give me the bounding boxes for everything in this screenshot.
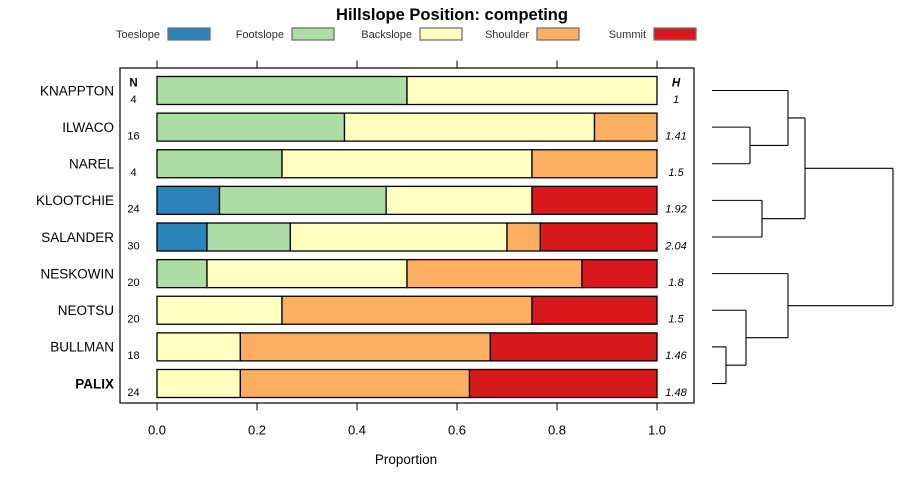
n-value: 16: [127, 130, 139, 142]
x-tick-label: 0.6: [448, 423, 466, 438]
n-value: 24: [127, 387, 139, 399]
plot-box: [119, 67, 695, 404]
bar-segment-narel-backslope: [281, 149, 533, 179]
bar-segment-neotsu-summit: [531, 295, 658, 325]
n-value: 30: [127, 240, 139, 252]
bar-segment-salander-backslope: [289, 222, 508, 252]
row-neskowin: NESKOWIN 20 1.8: [40, 258, 685, 289]
x-tick-label: 1.0: [648, 423, 666, 438]
bar-segment-neskowin-shoulder: [406, 258, 583, 289]
bar-segment-knappton-footslope: [156, 75, 408, 106]
h-value: 1.5: [668, 314, 684, 326]
legend-item-backslope: Backslope: [361, 27, 463, 41]
legend-label: Summit: [609, 29, 646, 41]
h-value: 1: [673, 94, 679, 106]
legend-swatch-footslope: [291, 27, 335, 41]
legend-label: Toeslope: [116, 29, 160, 41]
legend-item-toeslope: Toeslope: [116, 27, 211, 41]
row-label: PALIX: [75, 376, 114, 391]
plot-area: N H KNAPPTON 4 1 ILWACO 16 1.41 NAREL 4 1.5 KLOOTCH…: [36, 67, 695, 404]
bar-segment-bullman-backslope: [156, 332, 241, 362]
bar-segment-neotsu-backslope: [156, 295, 283, 325]
x-axis-title: Proportion: [375, 452, 437, 467]
bar-segment-ilwaco-shoulder: [593, 112, 658, 142]
legend-swatch-toeslope: [167, 27, 211, 41]
n-value: 20: [127, 277, 139, 289]
row-label: KLOOTCHIE: [36, 193, 114, 208]
legend-item-footslope: Footslope: [236, 27, 335, 41]
row-neotsu: NEOTSU 20 1.5: [58, 295, 685, 326]
row-palix: PALIX 24 1.48: [75, 368, 688, 399]
h-column-header: H: [672, 78, 681, 90]
bar-segment-klootchie-backslope: [385, 185, 533, 216]
bar-segment-neskowin-summit: [581, 258, 658, 289]
row-label: ILWACO: [62, 120, 114, 135]
row-narel: NAREL 4 1.5: [69, 149, 685, 179]
n-value: 18: [127, 350, 139, 362]
bar-segment-palix-backslope: [156, 368, 241, 399]
bar-segment-bullman-shoulder: [239, 332, 492, 362]
bar-segment-neskowin-footslope: [156, 258, 208, 289]
row-ilwaco: ILWACO 16 1.41: [62, 112, 687, 142]
n-value: 4: [130, 94, 136, 106]
row-label: SALANDER: [41, 230, 114, 245]
row-label: NESKOWIN: [40, 266, 114, 281]
x-tick-label: 0.4: [348, 423, 366, 438]
row-label: NEOTSU: [58, 303, 114, 318]
bar-segment-neotsu-shoulder: [281, 295, 533, 325]
row-knappton: KNAPPTON 4 1: [40, 75, 679, 106]
h-value: 1.48: [665, 387, 687, 399]
row-klootchie: KLOOTCHIE 24 1.92: [36, 185, 687, 216]
n-column-header: N: [129, 78, 137, 90]
x-axis: 0.0 0.2 0.4 0.6 0.8 1.0: [148, 60, 666, 438]
bar-segment-narel-shoulder: [531, 149, 658, 179]
legend-item-shoulder: Shoulder: [485, 27, 580, 41]
dendrogram: [712, 89, 894, 385]
n-value: 20: [127, 314, 139, 326]
bar-segment-klootchie-summit: [531, 185, 658, 216]
bar-segment-bullman-summit: [489, 332, 658, 362]
bar-segment-salander-shoulder: [506, 222, 541, 252]
row-label: BULLMAN: [50, 340, 114, 355]
h-value: 1.92: [665, 204, 686, 216]
bar-segment-salander-summit: [539, 222, 658, 252]
legend-swatch-shoulder: [536, 27, 580, 41]
h-value: 2.04: [664, 240, 686, 252]
bar-segment-ilwaco-backslope: [343, 112, 596, 142]
bar-segment-narel-footslope: [156, 149, 283, 179]
row-label: KNAPPTON: [40, 83, 114, 98]
h-value: 1.5: [668, 167, 684, 179]
bar-segment-palix-summit: [468, 368, 658, 399]
legend: Toeslope Footslope Backslope Shoulder Summit: [116, 27, 697, 41]
bar-segment-ilwaco-footslope: [156, 112, 346, 142]
x-tick-label: 0.0: [148, 423, 166, 438]
chart-title: Hillslope Position: competing: [336, 6, 568, 24]
bar-segment-klootchie-toeslope: [156, 185, 221, 216]
x-tick-label: 0.8: [548, 423, 566, 438]
bar-segment-neskowin-backslope: [206, 258, 408, 289]
bar-segment-knappton-backslope: [406, 75, 658, 106]
bar-segment-klootchie-footslope: [218, 185, 387, 216]
n-value: 4: [130, 167, 136, 179]
legend-label: Backslope: [361, 29, 412, 41]
h-value: 1.8: [668, 277, 684, 289]
legend-swatch-backslope: [419, 27, 463, 41]
legend-item-summit: Summit: [609, 27, 697, 41]
h-value: 1.46: [665, 350, 687, 362]
x-tick-label: 0.2: [248, 423, 266, 438]
h-value: 1.41: [665, 130, 686, 142]
legend-label: Footslope: [236, 29, 284, 41]
legend-swatch-summit: [653, 27, 697, 41]
row-bullman: BULLMAN 18 1.46: [50, 332, 688, 362]
row-label: NAREL: [69, 157, 115, 172]
n-value: 24: [127, 204, 139, 216]
bar-segment-palix-shoulder: [239, 368, 471, 399]
legend-label: Shoulder: [485, 29, 529, 41]
bar-segment-salander-footslope: [206, 222, 291, 252]
row-salander: SALANDER 30 2.04: [41, 222, 687, 252]
bar-segment-salander-toeslope: [156, 222, 208, 252]
